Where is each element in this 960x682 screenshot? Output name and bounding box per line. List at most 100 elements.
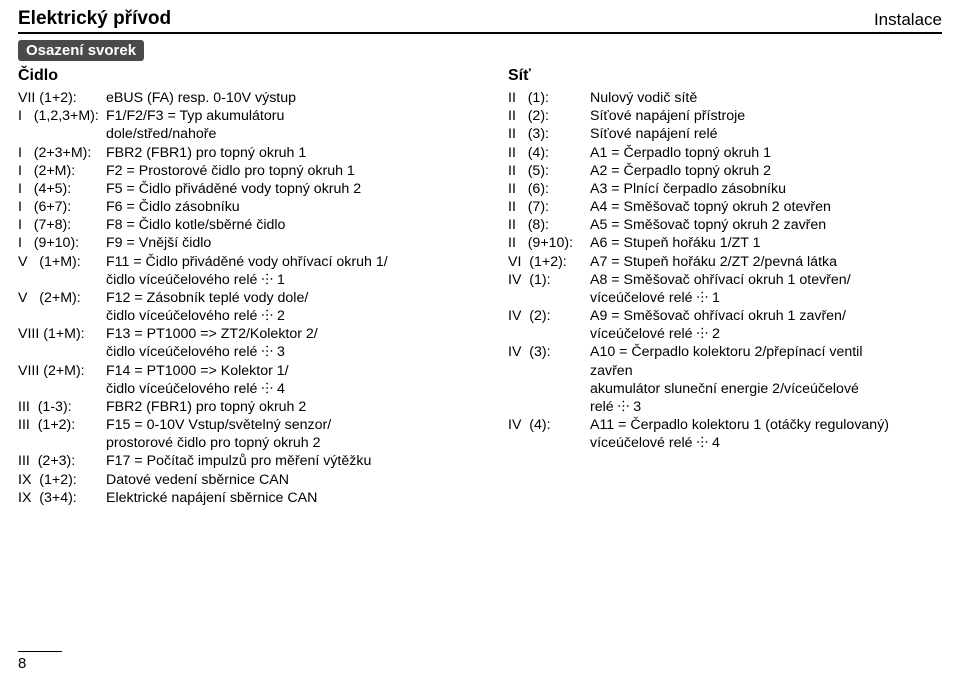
entry-row: II (1):Nulový vodič sítě (508, 89, 942, 107)
entry-value: Elektrické napájení sběrnice CAN (106, 489, 480, 507)
content-columns: Čidlo VII (1+2):eBUS (FA) resp. 0-10V vý… (18, 67, 942, 507)
entry-value: A2 = Čerpadlo topný okruh 2 (590, 162, 942, 180)
entry-row: I (2+3+M):FBR2 (FBR1) pro topný okruh 1 (18, 144, 480, 162)
entry-label: IV (4): (508, 416, 590, 434)
entry-label: II (5): (508, 162, 590, 180)
entry-row: IV (1):A8 = Směšovač ohřívací okruh 1 ot… (508, 271, 942, 289)
entry-value: Síťové napájení relé (590, 125, 942, 143)
entry-row: I (2+M):F2 = Prostorové čidlo pro topný … (18, 162, 480, 180)
entry-value: A9 = Směšovač ohřívací okruh 1 zavřen/ (590, 307, 942, 325)
entry-value: A10 = Čerpadlo kolektoru 2/přepínací ven… (590, 343, 942, 361)
left-subhead: Čidlo (18, 67, 480, 85)
entry-label: V (1+M): (18, 253, 106, 271)
entry-value: F13 = PT1000 => ZT2/Kolektor 2/ (106, 325, 480, 343)
entry-row: II (6):A3 = Plnící čerpadlo zásobníku (508, 180, 942, 198)
entry-value: F9 = Vnější čidlo (106, 234, 480, 252)
entry-row: II (4):A1 = Čerpadlo topný okruh 1 (508, 144, 942, 162)
entry-label: IV (2): (508, 307, 590, 325)
entry-value: A11 = Čerpadlo kolektoru 1 (otáčky regul… (590, 416, 942, 434)
entry-value: F14 = PT1000 => Kolektor 1/ (106, 362, 480, 380)
entry-label: I (2+M): (18, 162, 106, 180)
entry-label: III (2+3): (18, 452, 106, 470)
entry-value: A7 = Stupeň hořáku 2/ZT 2/pevná látka (590, 253, 942, 271)
entry-continuation: víceúčelové relé ⸭ 1 (508, 289, 942, 307)
entry-value: A4 = Směšovač topný okruh 2 otevřen (590, 198, 942, 216)
entry-row: VII (1+2):eBUS (FA) resp. 0-10V výstup (18, 89, 480, 107)
entry-value: Síťové napájení přístroje (590, 107, 942, 125)
entry-row: II (8):A5 = Směšovač topný okruh 2 zavře… (508, 216, 942, 234)
entry-value: F11 = Čidlo přiváděné vody ohřívací okru… (106, 253, 480, 271)
header-title-left: Elektrický přívod (18, 8, 171, 30)
entry-row: III (2+3):F17 = Počítač impulzů pro měře… (18, 452, 480, 470)
entry-continuation: zavřen (508, 362, 942, 380)
entry-row: V (2+M):F12 = Zásobník teplé vody dole/ (18, 289, 480, 307)
entry-value: A1 = Čerpadlo topný okruh 1 (590, 144, 942, 162)
page-footer-line (18, 651, 62, 652)
entry-label: II (6): (508, 180, 590, 198)
entry-label: IX (3+4): (18, 489, 106, 507)
entry-label: I (9+10): (18, 234, 106, 252)
entry-value: F17 = Počítač impulzů pro měření výtěžku (106, 452, 480, 470)
entry-row: V (1+M):F11 = Čidlo přiváděné vody ohřív… (18, 253, 480, 271)
page-header: Elektrický přívod Instalace (18, 8, 942, 34)
entry-value: Datové vedení sběrnice CAN (106, 471, 480, 489)
entry-label: IX (1+2): (18, 471, 106, 489)
entry-row: I (1,2,3+M):F1/F2/F3 = Typ akumulátoru (18, 107, 480, 125)
entry-value: F2 = Prostorové čidlo pro topný okruh 1 (106, 162, 480, 180)
entry-value: A5 = Směšovač topný okruh 2 zavřen (590, 216, 942, 234)
entry-label: II (7): (508, 198, 590, 216)
entry-row: II (5):A2 = Čerpadlo topný okruh 2 (508, 162, 942, 180)
right-column: Síť II (1):Nulový vodič sítěII (2):Síťov… (508, 67, 942, 507)
right-rows: II (1):Nulový vodič sítěII (2):Síťové na… (508, 89, 942, 452)
entry-row: II (9+10):A6 = Stupeň hořáku 1/ZT 1 (508, 234, 942, 252)
entry-label: II (8): (508, 216, 590, 234)
left-rows: VII (1+2):eBUS (FA) resp. 0-10V výstupI … (18, 89, 480, 507)
entry-label: II (4): (508, 144, 590, 162)
entry-continuation: čidlo víceúčelového relé ⸭ 2 (18, 307, 480, 325)
entry-row: VIII (2+M):F14 = PT1000 => Kolektor 1/ (18, 362, 480, 380)
entry-label: II (3): (508, 125, 590, 143)
entry-continuation: prostorové čidlo pro topný okruh 2 (18, 434, 480, 452)
entry-value: FBR2 (FBR1) pro topný okruh 1 (106, 144, 480, 162)
entry-row: III (1+2):F15 = 0-10V Vstup/světelný sen… (18, 416, 480, 434)
entry-row: IV (3):A10 = Čerpadlo kolektoru 2/přepín… (508, 343, 942, 361)
entry-value: F15 = 0-10V Vstup/světelný senzor/ (106, 416, 480, 434)
entry-label: VI (1+2): (508, 253, 590, 271)
entry-label: III (1+2): (18, 416, 106, 434)
entry-label: I (2+3+M): (18, 144, 106, 162)
entry-label: I (6+7): (18, 198, 106, 216)
section-box-title: Osazení svorek (18, 40, 144, 61)
entry-label: I (1,2,3+M): (18, 107, 106, 125)
right-subhead: Síť (508, 67, 942, 85)
entry-row: IV (4):A11 = Čerpadlo kolektoru 1 (otáčk… (508, 416, 942, 434)
entry-row: II (2):Síťové napájení přístroje (508, 107, 942, 125)
entry-row: I (4+5):F5 = Čidlo přiváděné vody topný … (18, 180, 480, 198)
entry-row: IX (3+4):Elektrické napájení sběrnice CA… (18, 489, 480, 507)
entry-value: Nulový vodič sítě (590, 89, 942, 107)
entry-row: I (6+7):F6 = Čidlo zásobníku (18, 198, 480, 216)
entry-value: FBR2 (FBR1) pro topný okruh 2 (106, 398, 480, 416)
entry-row: IV (2):A9 = Směšovač ohřívací okruh 1 za… (508, 307, 942, 325)
entry-label: IV (3): (508, 343, 590, 361)
entry-label: II (1): (508, 89, 590, 107)
entry-continuation: akumulátor sluneční energie 2/víceúčelov… (508, 380, 942, 398)
entry-continuation: dole/střed/nahoře (18, 125, 480, 143)
entry-value: F8 = Čidlo kotle/sběrné čidlo (106, 216, 480, 234)
entry-label: VII (1+2): (18, 89, 106, 107)
entry-value: F5 = Čidlo přiváděné vody topný okruh 2 (106, 180, 480, 198)
entry-value: A3 = Plnící čerpadlo zásobníku (590, 180, 942, 198)
entry-label: VIII (1+M): (18, 325, 106, 343)
entry-row: VIII (1+M):F13 = PT1000 => ZT2/Kolektor … (18, 325, 480, 343)
entry-label: II (2): (508, 107, 590, 125)
entry-row: IX (1+2):Datové vedení sběrnice CAN (18, 471, 480, 489)
entry-continuation: čidlo víceúčelového relé ⸭ 4 (18, 380, 480, 398)
page-number: 8 (18, 655, 26, 672)
entry-value: eBUS (FA) resp. 0-10V výstup (106, 89, 480, 107)
entry-label: II (9+10): (508, 234, 590, 252)
entry-row: II (3):Síťové napájení relé (508, 125, 942, 143)
entry-row: III (1-3):FBR2 (FBR1) pro topný okruh 2 (18, 398, 480, 416)
entry-row: VI (1+2):A7 = Stupeň hořáku 2/ZT 2/pevná… (508, 253, 942, 271)
entry-row: I (7+8):F8 = Čidlo kotle/sběrné čidlo (18, 216, 480, 234)
entry-value: F6 = Čidlo zásobníku (106, 198, 480, 216)
entry-value: A6 = Stupeň hořáku 1/ZT 1 (590, 234, 942, 252)
